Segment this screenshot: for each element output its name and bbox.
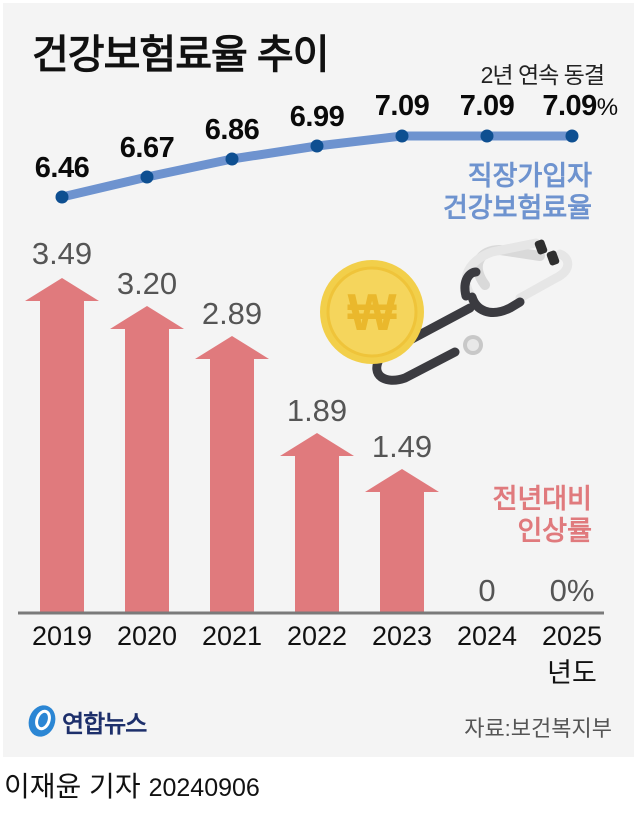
percent-unit: %: [596, 94, 618, 121]
increase-arrows: [25, 278, 439, 612]
logo-text: 연합뉴스: [62, 710, 147, 738]
reporter-name: 이재윤 기자: [4, 771, 141, 802]
rate-value-2025: 7.09%: [542, 90, 618, 123]
rate-value-2022: 6.99: [289, 101, 345, 133]
publish-date: 20240906: [148, 774, 260, 802]
arrow-2019: [25, 278, 99, 612]
infographic-panel: [3, 3, 634, 757]
arrow-2020: [110, 306, 184, 612]
x-tick-2020: 2020: [116, 621, 178, 651]
line-series-label-2: 건강보험료율: [442, 193, 592, 223]
rate-value-2025-number: 7.09: [542, 90, 597, 122]
rate-value-2023: 7.09: [374, 90, 430, 122]
page-title: 건강보험료율 추이: [32, 33, 330, 77]
source-credit: 자료:보건복지부: [464, 716, 612, 741]
increase-value-2021: 2.89: [201, 296, 263, 331]
increase-value-2024: 0: [478, 573, 496, 608]
arrow-2023: [365, 469, 439, 612]
x-tick-2021: 2021: [201, 621, 263, 651]
increase-value-2020: 3.20: [116, 266, 178, 301]
increase-value-2023: 1.49: [371, 429, 433, 464]
rate-value-2024: 7.09: [459, 90, 515, 122]
freeze-annotation: 2년 연속 동결: [480, 62, 605, 88]
line-series-label: 직장가입자 건강보험료율: [443, 160, 592, 224]
arrow-2021: [195, 336, 269, 612]
x-tick-2025: 2025: [541, 621, 603, 651]
x-tick-2024: 2024: [456, 621, 518, 651]
increase-value-2022: 1.89: [286, 393, 348, 428]
arrow-series-label: 전년대비 인상률: [493, 483, 592, 547]
increase-value-2025: 0%: [549, 573, 595, 608]
yonhap-globe-icon: [28, 705, 56, 737]
x-tick-2022: 2022: [286, 621, 348, 651]
rate-dots: [55, 129, 579, 204]
arrow-series-label-2: 인상률: [517, 516, 592, 546]
rate-value-2020: 6.67: [119, 132, 175, 164]
won-symbol-icon: ₩: [347, 284, 397, 342]
arrow-2022: [280, 433, 354, 612]
byline: 이재윤 기자 20240906: [4, 765, 260, 805]
rate-value-2021: 6.86: [204, 114, 260, 146]
x-axis-unit: 년도: [547, 658, 597, 688]
stethoscope-illustration: ₩: [320, 238, 573, 385]
x-tick-2023: 2023: [371, 621, 433, 651]
yonhap-logo: 연합뉴스: [26, 703, 147, 739]
line-series-label-1: 직장가입자: [467, 161, 592, 191]
arrow-series-label-1: 전년대비: [492, 484, 592, 514]
x-tick-2019: 2019: [31, 621, 93, 651]
increase-value-2019: 3.49: [31, 236, 93, 271]
rate-value-2019: 6.46: [34, 152, 90, 184]
